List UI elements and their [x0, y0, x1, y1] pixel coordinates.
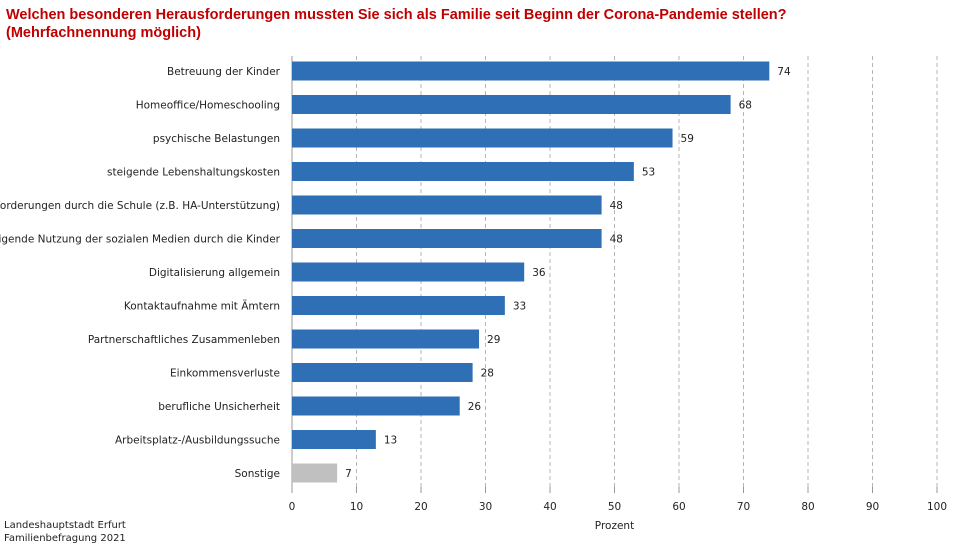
x-tick-label: 0 [289, 501, 296, 513]
data-label: 74 [777, 66, 791, 78]
data-label: 68 [739, 100, 752, 112]
category-label: Partnerschaftliches Zusammenleben [88, 334, 280, 346]
bar [292, 296, 505, 315]
category-label: psychische Belastungen [153, 133, 280, 145]
category-label: Homeoffice/Homeschooling [136, 100, 280, 112]
category-label: berufliche Unsicherheit [158, 401, 280, 413]
bar [292, 363, 473, 382]
x-tick-label: 10 [350, 501, 363, 513]
bar [292, 162, 634, 181]
x-tick-label: 20 [414, 501, 427, 513]
category-label: Einkommensverluste [170, 368, 280, 380]
x-tick-label: 70 [737, 501, 750, 513]
bar [292, 396, 460, 416]
bar [292, 229, 602, 248]
data-label: 59 [681, 133, 694, 145]
chart-title-line-2: (Mehrfachnennung möglich) [6, 25, 201, 41]
x-axis-title: Prozent [595, 520, 634, 532]
source-line-1: Landeshauptstadt Erfurt [4, 520, 126, 531]
category-label: Sonstige [235, 468, 280, 480]
x-tick-label: 60 [672, 501, 685, 513]
source-note: Landeshauptstadt Erfurt Familienbefragun… [4, 519, 126, 545]
data-label: 48 [610, 200, 623, 212]
x-tick-label: 100 [927, 501, 947, 513]
x-tick-label: 50 [608, 501, 621, 513]
bar [292, 430, 376, 449]
data-label: 53 [642, 167, 655, 179]
bar [292, 95, 731, 114]
x-tick-label: 40 [543, 501, 556, 513]
data-label: 28 [481, 368, 494, 380]
x-tick-label: 30 [479, 501, 492, 513]
category-label: Betreuung der Kinder [167, 66, 281, 78]
bar [292, 329, 480, 349]
chart-title-line-1: Welchen besonderen Herausforderungen mus… [6, 7, 787, 23]
bar [292, 61, 770, 81]
category-label: Arbeitsplatz-/Ausbildungssuche [115, 435, 280, 447]
x-tick-label: 90 [866, 501, 879, 513]
data-label: 26 [468, 401, 482, 413]
data-label: 36 [532, 267, 546, 279]
category-label: steigende Nutzung der sozialen Medien du… [0, 234, 281, 246]
chart-title: Welchen besonderen Herausforderungen mus… [6, 6, 946, 42]
category-label: Kontaktaufnahme mit Ämtern [124, 300, 280, 313]
data-label: 29 [487, 334, 500, 346]
category-label: Anforderungen durch die Schule (z.B. HA-… [0, 200, 280, 212]
bar [292, 195, 602, 215]
data-label: 13 [384, 435, 397, 447]
bar [292, 262, 525, 282]
x-tick-label: 80 [801, 501, 814, 513]
category-label: steigende Lebenshaltungskosten [107, 167, 280, 179]
data-label: 7 [345, 468, 352, 480]
bar [292, 128, 673, 148]
source-line-2: Familienbefragung 2021 [4, 533, 126, 544]
data-label: 33 [513, 301, 526, 313]
data-label: 48 [610, 234, 623, 246]
bar [292, 463, 338, 483]
category-label: Digitalisierung allgemein [149, 267, 280, 279]
